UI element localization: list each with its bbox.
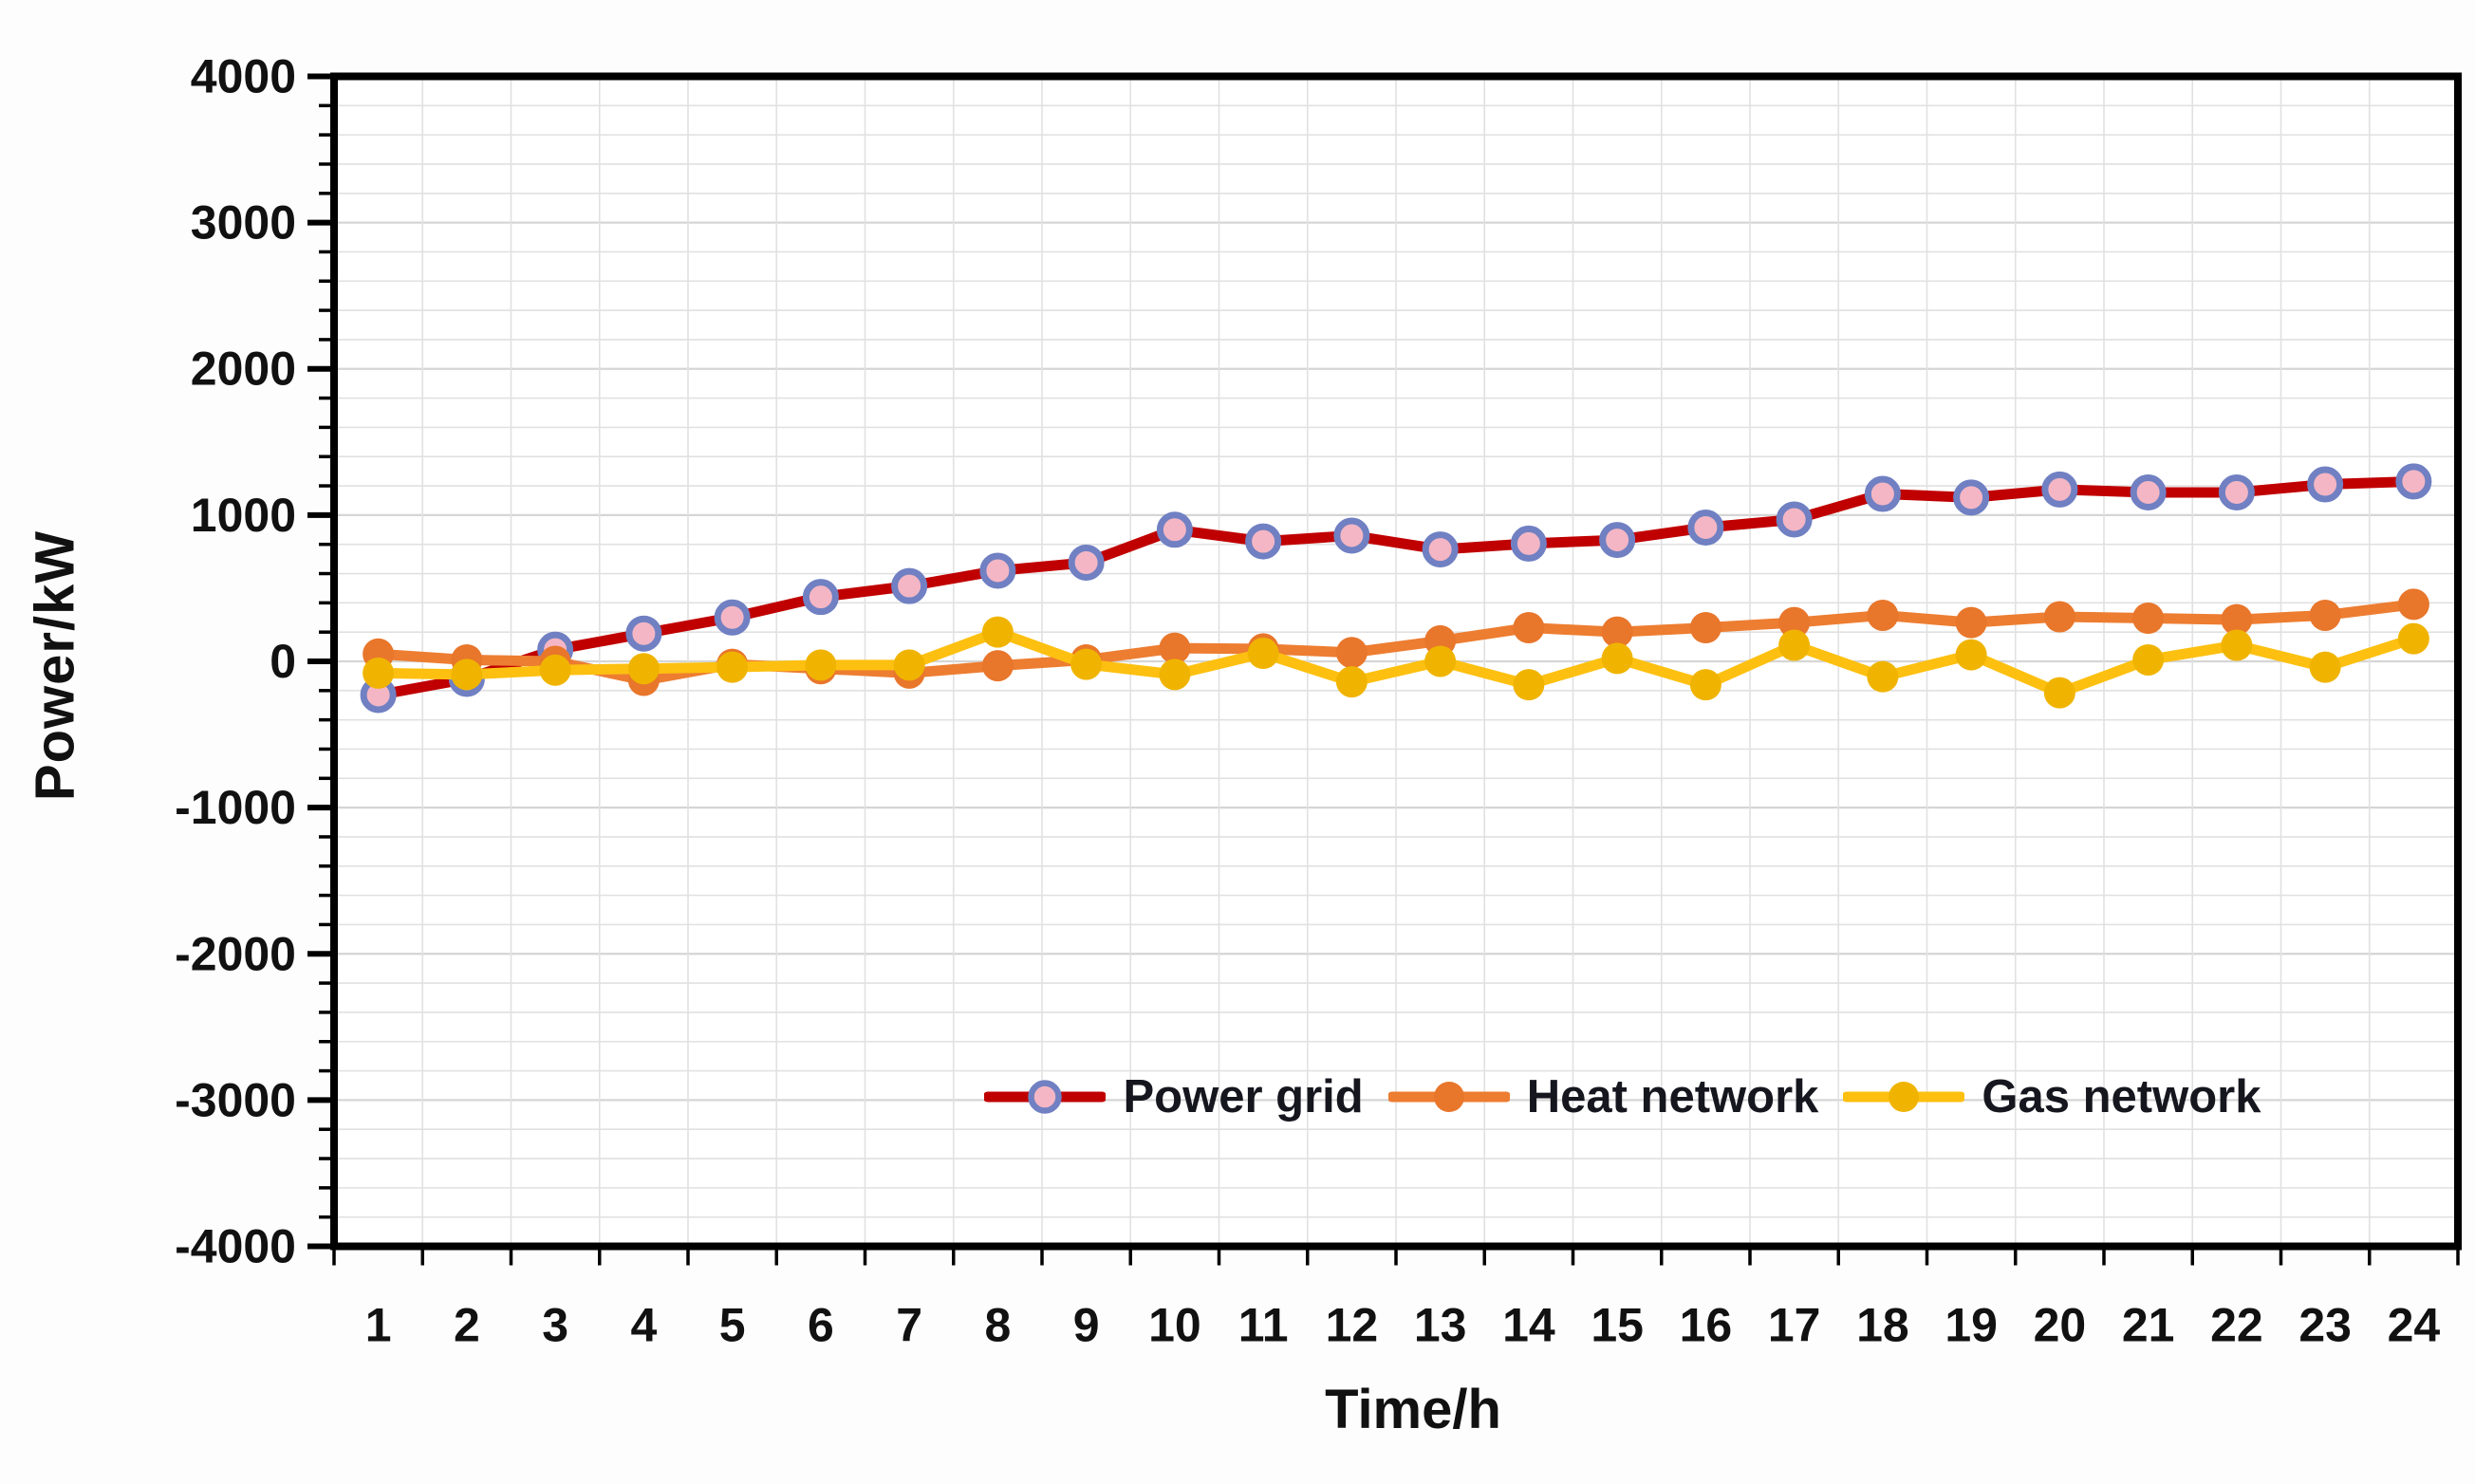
svg-text:3: 3	[542, 1299, 568, 1352]
svg-text:4000: 4000	[191, 49, 296, 102]
x-axis-title: Time/h	[1325, 1379, 1501, 1440]
svg-text:18: 18	[1856, 1299, 1909, 1352]
svg-text:19: 19	[1945, 1299, 1998, 1352]
legend-label-power-grid: Power grid	[1123, 1071, 1364, 1122]
svg-text:9: 9	[1073, 1299, 1100, 1352]
svg-text:14: 14	[1502, 1299, 1555, 1352]
svg-text:0: 0	[270, 635, 296, 688]
gas-network-line-marker-icon	[1843, 1082, 1965, 1112]
svg-text:16: 16	[1680, 1299, 1733, 1352]
svg-text:2000: 2000	[191, 343, 296, 396]
svg-text:1: 1	[365, 1299, 392, 1352]
svg-text:11: 11	[1238, 1299, 1289, 1352]
svg-text:21: 21	[2122, 1299, 2175, 1352]
legend-item-heat-network: Heat network	[1387, 1070, 1819, 1123]
heat-network-line-marker-icon	[1387, 1082, 1510, 1112]
svg-text:-1000: -1000	[175, 781, 296, 834]
svg-text:6: 6	[808, 1299, 834, 1352]
svg-text:24: 24	[2388, 1299, 2441, 1352]
svg-text:-3000: -3000	[175, 1073, 296, 1126]
legend-item-gas-network: Gas network	[1843, 1070, 2261, 1123]
svg-text:13: 13	[1414, 1299, 1467, 1352]
svg-text:-4000: -4000	[175, 1220, 296, 1273]
svg-text:2: 2	[454, 1299, 480, 1352]
svg-text:20: 20	[2034, 1299, 2087, 1352]
legend-item-power-grid: Power grid	[984, 1070, 1364, 1123]
y-axis-title: Power/kW	[24, 529, 86, 802]
svg-text:15: 15	[1591, 1299, 1644, 1352]
svg-text:12: 12	[1326, 1299, 1379, 1352]
svg-text:3000: 3000	[191, 196, 296, 250]
svg-text:23: 23	[2298, 1299, 2352, 1352]
svg-text:1000: 1000	[191, 489, 296, 542]
svg-text:22: 22	[2210, 1299, 2263, 1352]
power-grid-line-marker-icon	[984, 1080, 1107, 1114]
svg-text:4: 4	[630, 1299, 657, 1352]
legend-label-heat-network: Heat network	[1526, 1071, 1819, 1122]
svg-text:17: 17	[1768, 1299, 1821, 1352]
svg-text:7: 7	[896, 1299, 922, 1352]
svg-text:8: 8	[984, 1299, 1011, 1352]
svg-text:10: 10	[1148, 1299, 1201, 1352]
svg-text:5: 5	[719, 1299, 746, 1352]
legend: Power grid Heat network Gas network	[854, 1049, 2391, 1144]
svg-text:-2000: -2000	[175, 927, 296, 980]
legend-label-gas-network: Gas network	[1982, 1071, 2261, 1122]
